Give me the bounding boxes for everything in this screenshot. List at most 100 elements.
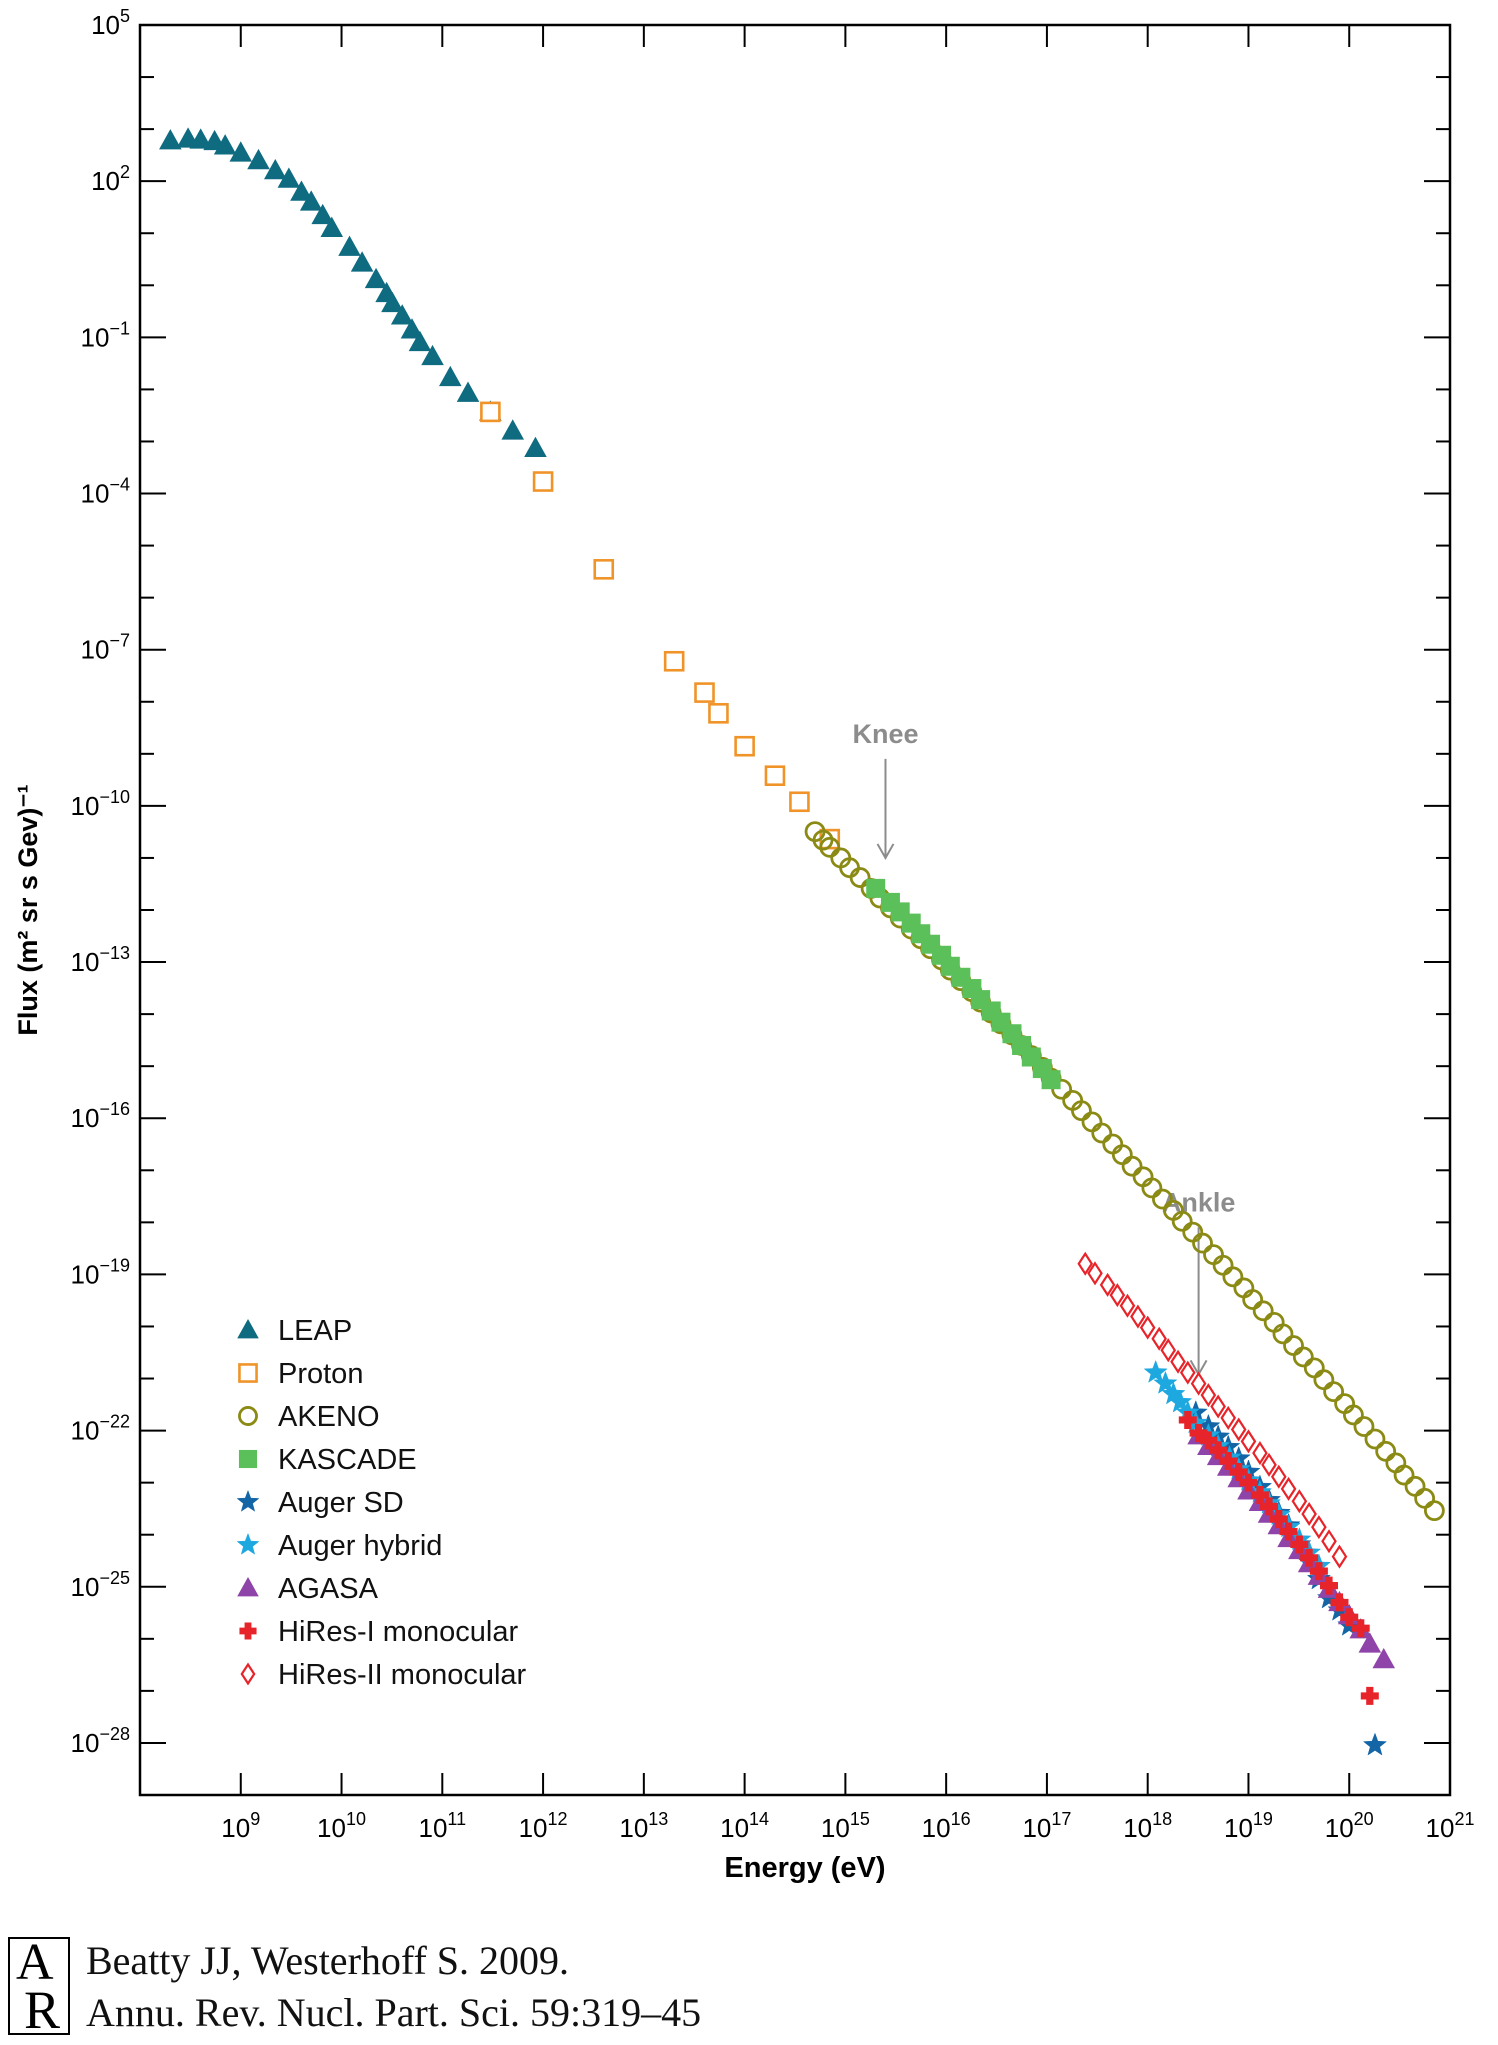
y-tick-label: 10−22 — [71, 1412, 130, 1446]
data-point — [1209, 1441, 1228, 1460]
data-point — [1168, 1389, 1193, 1413]
data-point — [1139, 1315, 1156, 1340]
y-tick-label: 105 — [91, 6, 130, 40]
data-point — [1151, 1326, 1167, 1351]
x-tick-label: 1018 — [1123, 1809, 1172, 1843]
y-tick-label: 10−1 — [81, 318, 130, 352]
data-point — [1250, 1485, 1269, 1504]
x-tick-label: 109 — [221, 1809, 260, 1843]
x-tick-label: 1015 — [821, 1809, 870, 1843]
legend-marker — [238, 1406, 258, 1426]
data-point — [390, 304, 414, 325]
y-tick-label: 10−28 — [71, 1724, 130, 1758]
annotation-label: Knee — [852, 719, 918, 749]
y-tick-label: 10−4 — [81, 475, 130, 509]
data-point — [456, 381, 480, 402]
legend-marker — [240, 1662, 256, 1686]
data-point — [524, 436, 547, 458]
legend-entry: KASCADE — [238, 1444, 417, 1476]
x-tick-label: 1019 — [1224, 1809, 1273, 1843]
data-point — [1393, 1464, 1415, 1486]
series-akeno — [804, 821, 1445, 1522]
data-point — [694, 682, 715, 703]
data-point — [1121, 1155, 1143, 1177]
data-point — [1351, 1619, 1370, 1638]
data-point — [1360, 1686, 1379, 1705]
data-point — [1272, 1323, 1294, 1345]
data-point — [311, 203, 334, 225]
data-point — [1280, 1476, 1297, 1501]
data-point — [1404, 1475, 1426, 1497]
x-tick-label: 1013 — [619, 1809, 668, 1843]
data-point — [1077, 1251, 1094, 1276]
data-point — [1343, 1404, 1364, 1426]
data-point — [159, 129, 182, 150]
legend-marker — [238, 1449, 258, 1469]
data-point — [819, 836, 841, 858]
data-point — [1301, 1501, 1317, 1527]
data-point — [1362, 1732, 1388, 1756]
data-point — [1152, 1188, 1173, 1210]
data-point — [1230, 1417, 1247, 1442]
data-point — [1353, 1416, 1375, 1437]
data-point — [1203, 1244, 1224, 1266]
annotation-knee: Knee — [852, 719, 919, 860]
data-point — [421, 344, 444, 366]
data-point — [1041, 1070, 1061, 1090]
legend-label: Proton — [278, 1358, 363, 1390]
data-point — [1160, 1338, 1177, 1363]
data-point — [1279, 1522, 1298, 1541]
series-kascade — [866, 878, 1061, 1090]
data-point — [849, 867, 871, 888]
data-point — [1292, 1346, 1314, 1368]
data-point — [1414, 1487, 1436, 1509]
data-point — [320, 216, 344, 237]
legend-marker — [236, 1532, 260, 1555]
citation-line-2: Annu. Rev. Nucl. Part. Sci. 59:319–45 — [86, 1990, 702, 2035]
data-point — [1178, 1410, 1197, 1429]
data-point — [408, 330, 432, 352]
legend-label: AGASA — [278, 1573, 379, 1605]
series-proton — [480, 401, 841, 850]
x-tick-label: 1017 — [1022, 1809, 1071, 1843]
data-point — [1109, 1283, 1126, 1308]
data-point — [866, 878, 886, 898]
data-point — [1192, 1232, 1213, 1254]
data-point — [1091, 1122, 1113, 1144]
data-point — [213, 134, 237, 155]
data-point — [1239, 1473, 1258, 1492]
data-point — [1313, 1369, 1335, 1391]
data-point — [1311, 1515, 1327, 1540]
data-point — [1340, 1608, 1359, 1627]
legend-marker — [238, 1363, 258, 1383]
legend: LEAP Proton AKENO KASCADE Auger SD Auger hybr… — [236, 1315, 527, 1691]
axis-ticks — [139, 24, 1451, 1796]
data-point — [439, 365, 462, 387]
y-tick-label: 10−16 — [71, 1099, 130, 1133]
data-point — [1323, 1381, 1345, 1403]
y-tick-label: 10−7 — [81, 631, 130, 665]
data-point — [338, 235, 361, 256]
data-point — [277, 167, 301, 188]
legend-label: Auger SD — [278, 1487, 404, 1519]
data-point — [1051, 1078, 1073, 1100]
data-point — [1300, 1548, 1319, 1567]
data-point — [708, 703, 729, 724]
data-point — [1171, 1210, 1193, 1232]
legend-entry: Auger hybrid — [236, 1530, 442, 1562]
legend-label: Auger hybrid — [278, 1530, 442, 1562]
data-point — [1219, 1452, 1238, 1471]
data-point — [299, 190, 323, 211]
x-tick-label: 1012 — [519, 1809, 568, 1843]
data-point — [229, 141, 253, 162]
data-point — [663, 650, 685, 672]
series-hires-i-monocular — [1178, 1410, 1379, 1705]
data-point — [1153, 1370, 1178, 1394]
series-hires-ii-monocular — [1077, 1251, 1348, 1569]
data-point — [1087, 1261, 1103, 1286]
x-tick-label: 1016 — [922, 1809, 971, 1843]
data-point — [1190, 1371, 1207, 1396]
data-point — [1170, 1349, 1186, 1374]
data-point — [1375, 1440, 1397, 1462]
